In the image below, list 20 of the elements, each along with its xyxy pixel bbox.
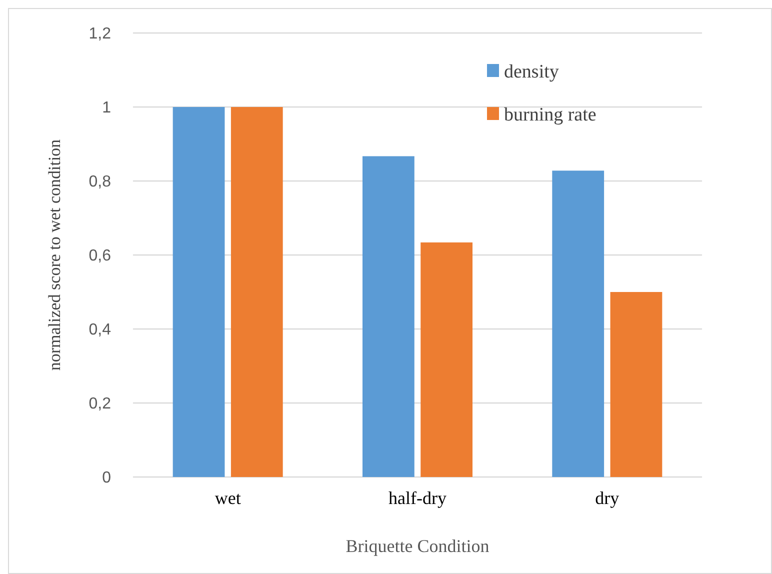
x-tick-label: dry	[595, 488, 620, 508]
bar	[362, 156, 414, 477]
bar	[552, 170, 604, 477]
bar	[172, 107, 225, 477]
y-tick-label: 0,8	[88, 174, 112, 191]
y-tick-label: 1	[102, 100, 112, 117]
legend-label: density	[504, 62, 560, 83]
y-tick-label: 0,2	[88, 396, 112, 413]
x-tick-label: wet	[214, 488, 241, 508]
x-axis-title: Briquette Condition	[346, 536, 490, 556]
x-tick-label: half-dry	[388, 488, 446, 508]
y-tick-label: 0,4	[88, 322, 112, 339]
y-tick-label: 0	[102, 470, 112, 487]
legend-label: burning rate	[504, 104, 596, 126]
y-tick-label: 0,6	[88, 248, 112, 265]
y-tick-label: 1,2	[88, 26, 112, 43]
bar	[420, 242, 473, 477]
y-axis-title: normalized score to wet condition	[45, 138, 64, 371]
bar	[610, 292, 662, 477]
bar	[230, 107, 283, 477]
